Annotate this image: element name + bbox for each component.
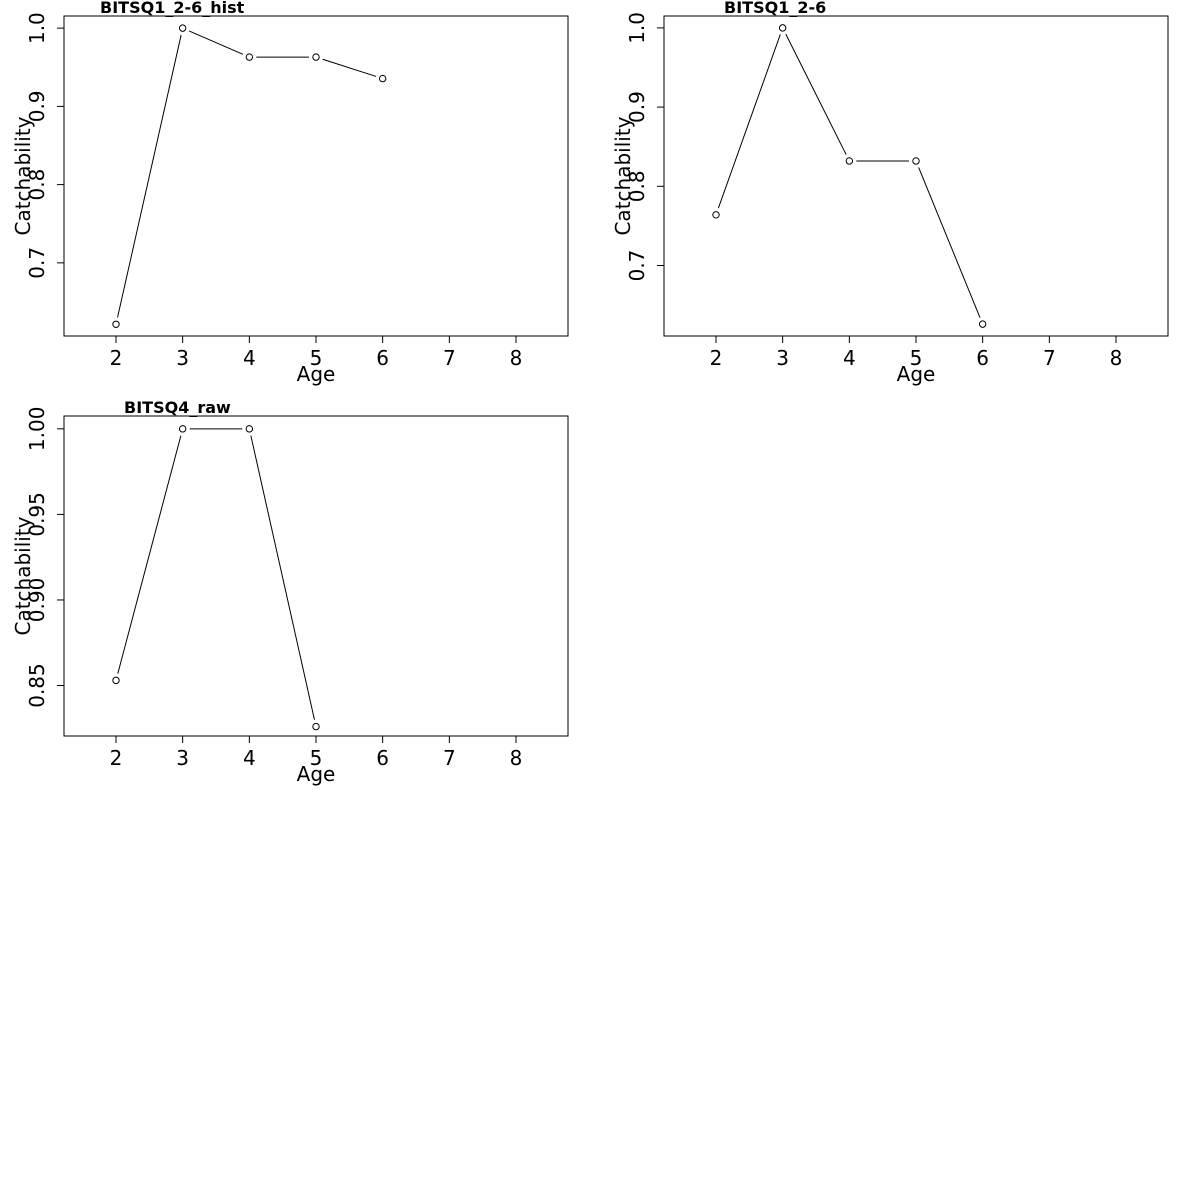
x-tick-label: 7: [443, 346, 456, 370]
chart-title: BITSQ1_2-6_hist: [100, 0, 245, 17]
x-tick-label: 7: [443, 746, 456, 770]
series-line-segment: [717, 34, 781, 209]
data-point: [378, 74, 387, 83]
data-point: [978, 320, 987, 328]
data-point: [112, 676, 120, 685]
series-line-segment: [117, 34, 182, 318]
y-tick-label: 0.85: [25, 663, 49, 708]
y-tick-label: 0.7: [25, 247, 49, 279]
y-tick-label: 0.9: [625, 91, 649, 123]
data-point: [312, 722, 320, 731]
x-tick-label: 3: [176, 746, 189, 770]
x-tick-label: 6: [376, 746, 389, 770]
x-axis-label: Age: [297, 362, 336, 386]
y-tick-label: 0.90: [25, 578, 49, 623]
x-tick-label: 2: [710, 346, 723, 370]
y-tick-label: 0.7: [625, 250, 649, 282]
series-line-segment: [117, 435, 182, 674]
x-tick-label: 5: [310, 746, 323, 770]
y-tick-label: 0.8: [25, 169, 49, 201]
chart-panel-3: BITSQ4_raw 2 3 4 5 6 7 8 0.85 0.90 0.95 1.00 Age Catc…: [11, 398, 569, 786]
y-tick-label: 0.8: [625, 170, 649, 202]
x-tick-label: 2: [110, 346, 123, 370]
chart-panel-2: BITSQ1_2-6 2 3 4 5 6 7 8 0.7 0.8 0.9 1.0 Age Catchabi…: [611, 0, 1169, 386]
x-tick-label: 8: [510, 746, 523, 770]
y-tick-label: 1.0: [25, 12, 49, 44]
data-point: [245, 53, 254, 61]
y-axis-label: Catchability: [611, 116, 635, 235]
x-tick-label: 3: [776, 346, 789, 370]
x-axis-label: Age: [897, 362, 936, 386]
x-tick-label: 7: [1043, 346, 1056, 370]
x-tick-label: 6: [976, 346, 989, 370]
series-line-segment: [918, 167, 981, 318]
data-point: [178, 24, 187, 32]
series-line-segment: [785, 33, 847, 155]
y-axis-label: Catchability: [11, 516, 35, 635]
data-point: [712, 211, 720, 219]
y-axis-label: Catchability: [11, 116, 35, 235]
data-point: [912, 157, 920, 165]
x-tick-label: 8: [510, 346, 523, 370]
data-point: [112, 320, 120, 328]
x-tick-label: 5: [910, 346, 923, 370]
x-tick-label: 6: [376, 346, 389, 370]
x-tick-label: 4: [243, 346, 256, 370]
chart-title: BITSQ1_2-6: [724, 0, 826, 17]
x-tick-label: 4: [243, 746, 256, 770]
x-tick-label: 3: [176, 346, 189, 370]
chart-panel-1: BITSQ1_2-6_hist 2 3 4 5 6 7 8 0.7 0.8 0.9 1.0 Age Cat…: [11, 0, 569, 386]
data-point: [778, 24, 787, 32]
plot-frame: [63, 15, 569, 337]
y-tick-label: 0.95: [25, 492, 49, 537]
data-point: [245, 425, 254, 433]
plot-frame: [663, 15, 1169, 337]
x-tick-label: 8: [1110, 346, 1123, 370]
data-point: [178, 425, 187, 433]
x-tick-label: 5: [310, 346, 323, 370]
y-tick-label: 1.0: [625, 12, 649, 44]
data-point: [845, 157, 854, 165]
chart-title: BITSQ4_raw: [124, 398, 231, 417]
series-line-segment: [250, 435, 315, 720]
x-axis-label: Age: [297, 762, 336, 786]
series-line-segment: [188, 30, 244, 55]
data-point: [312, 53, 320, 61]
x-tick-label: 4: [843, 346, 856, 370]
y-tick-label: 0.9: [25, 90, 49, 122]
series-line-segment: [322, 58, 377, 77]
y-tick-label: 1.00: [25, 407, 49, 452]
plot-frame: [63, 415, 569, 737]
x-tick-label: 2: [110, 746, 123, 770]
